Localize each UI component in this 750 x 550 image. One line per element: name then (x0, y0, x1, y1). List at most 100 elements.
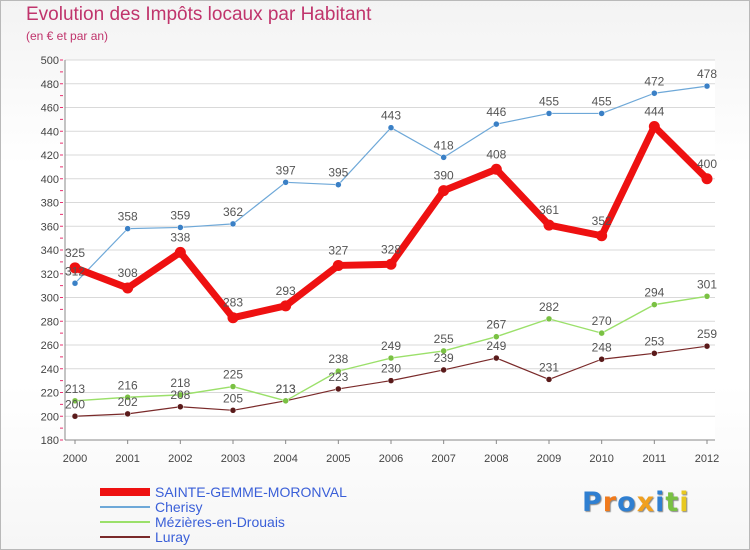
data-label: 255 (434, 332, 454, 346)
data-point (335, 367, 342, 375)
data-point (703, 82, 711, 90)
data-point (545, 376, 553, 383)
data-label: 361 (539, 203, 559, 217)
chart-legend: SAINTE-GEMME-MORONVAL Cherisy Mézières-e… (100, 484, 347, 545)
x-tick-label: 2004 (273, 453, 297, 465)
x-tick-label: 2000 (63, 453, 87, 465)
data-point (387, 377, 395, 384)
y-tick-label: 200 (41, 411, 59, 423)
legend-swatch (100, 521, 150, 523)
y-tick-label: 380 (41, 198, 59, 210)
data-label: 390 (434, 169, 454, 183)
data-label: 455 (539, 94, 559, 108)
data-label: 418 (434, 138, 454, 152)
data-label: 294 (644, 286, 664, 300)
data-point (227, 312, 239, 324)
data-label: 213 (276, 382, 296, 396)
legend-label: Mézières-en-Drouais (155, 514, 285, 530)
data-point (229, 220, 237, 228)
data-label: 225 (223, 368, 243, 382)
data-point (440, 366, 447, 374)
data-label: 293 (276, 284, 296, 298)
data-label: 249 (486, 339, 506, 353)
data-point (124, 410, 131, 418)
logo-letter: r (602, 487, 618, 518)
data-point (282, 397, 289, 405)
data-point (703, 293, 711, 300)
x-tick-label: 2001 (115, 453, 139, 465)
legend-item: SAINTE-GEMME-MORONVAL (100, 484, 347, 500)
data-label: 327 (328, 243, 348, 257)
data-point (596, 230, 608, 242)
data-point (440, 347, 447, 355)
data-point (598, 110, 605, 117)
data-label: 301 (697, 277, 717, 291)
data-point (71, 397, 79, 405)
data-point (493, 120, 500, 128)
data-label: 478 (697, 67, 717, 81)
y-tick-label: 440 (41, 126, 59, 138)
data-label: 259 (697, 327, 717, 341)
data-label: 397 (276, 163, 296, 177)
data-label: 325 (65, 246, 85, 260)
legend-item: Luray (100, 529, 347, 545)
data-label: 308 (118, 266, 138, 280)
data-label: 446 (486, 105, 506, 119)
legend-swatch (100, 488, 150, 496)
data-point (598, 329, 605, 337)
x-tick-label: 2009 (537, 453, 561, 465)
x-tick-label: 2012 (695, 453, 719, 465)
data-label: 248 (592, 340, 612, 354)
data-label: 359 (170, 208, 190, 222)
data-label: 208 (170, 388, 190, 402)
data-label: 455 (592, 94, 612, 108)
logo-letter: P (582, 487, 603, 518)
data-label: 282 (539, 300, 559, 314)
data-point (387, 354, 395, 362)
data-label: 239 (434, 351, 454, 365)
data-label: 249 (381, 339, 401, 353)
legend-swatch (100, 536, 150, 538)
data-point (177, 391, 184, 399)
legend-label: Luray (155, 529, 191, 545)
data-point (703, 342, 711, 350)
data-point (490, 163, 502, 175)
data-label: 400 (697, 157, 717, 171)
data-point (545, 110, 553, 117)
data-label: 253 (644, 334, 664, 348)
legend-label: SAINTE-GEMME-MORONVAL (155, 484, 347, 500)
data-point (122, 282, 134, 294)
data-label: 216 (118, 378, 138, 392)
data-label: 202 (118, 395, 138, 409)
data-point (543, 219, 555, 231)
logo-letter: i (655, 487, 666, 518)
data-point (229, 407, 237, 414)
legend-item: Mézières-en-Drouais (100, 514, 347, 530)
logo-letter: i (679, 487, 690, 518)
logo-letter: t (665, 487, 680, 518)
data-point (385, 258, 397, 270)
y-tick-label: 480 (41, 79, 59, 91)
data-label: 312 (65, 264, 85, 278)
data-label: 205 (223, 391, 243, 405)
data-point (124, 394, 131, 401)
y-tick-label: 500 (41, 55, 59, 67)
data-label: 223 (328, 370, 348, 384)
y-tick-label: 220 (41, 388, 59, 400)
legend-label: Cherisy (155, 499, 203, 515)
y-tick-label: 260 (41, 340, 59, 352)
y-tick-label: 360 (41, 221, 59, 233)
data-point (174, 246, 186, 258)
data-point (177, 224, 184, 231)
data-label: 472 (644, 74, 664, 88)
data-label: 444 (644, 105, 664, 119)
data-label: 267 (486, 318, 506, 332)
x-tick-label: 2005 (326, 453, 350, 465)
x-tick-label: 2010 (589, 453, 613, 465)
data-label: 328 (381, 242, 401, 256)
x-tick-label: 2008 (484, 453, 508, 465)
y-tick-label: 280 (41, 316, 59, 328)
data-label: 213 (65, 382, 85, 396)
y-tick-label: 400 (41, 174, 59, 186)
data-point (545, 315, 553, 323)
